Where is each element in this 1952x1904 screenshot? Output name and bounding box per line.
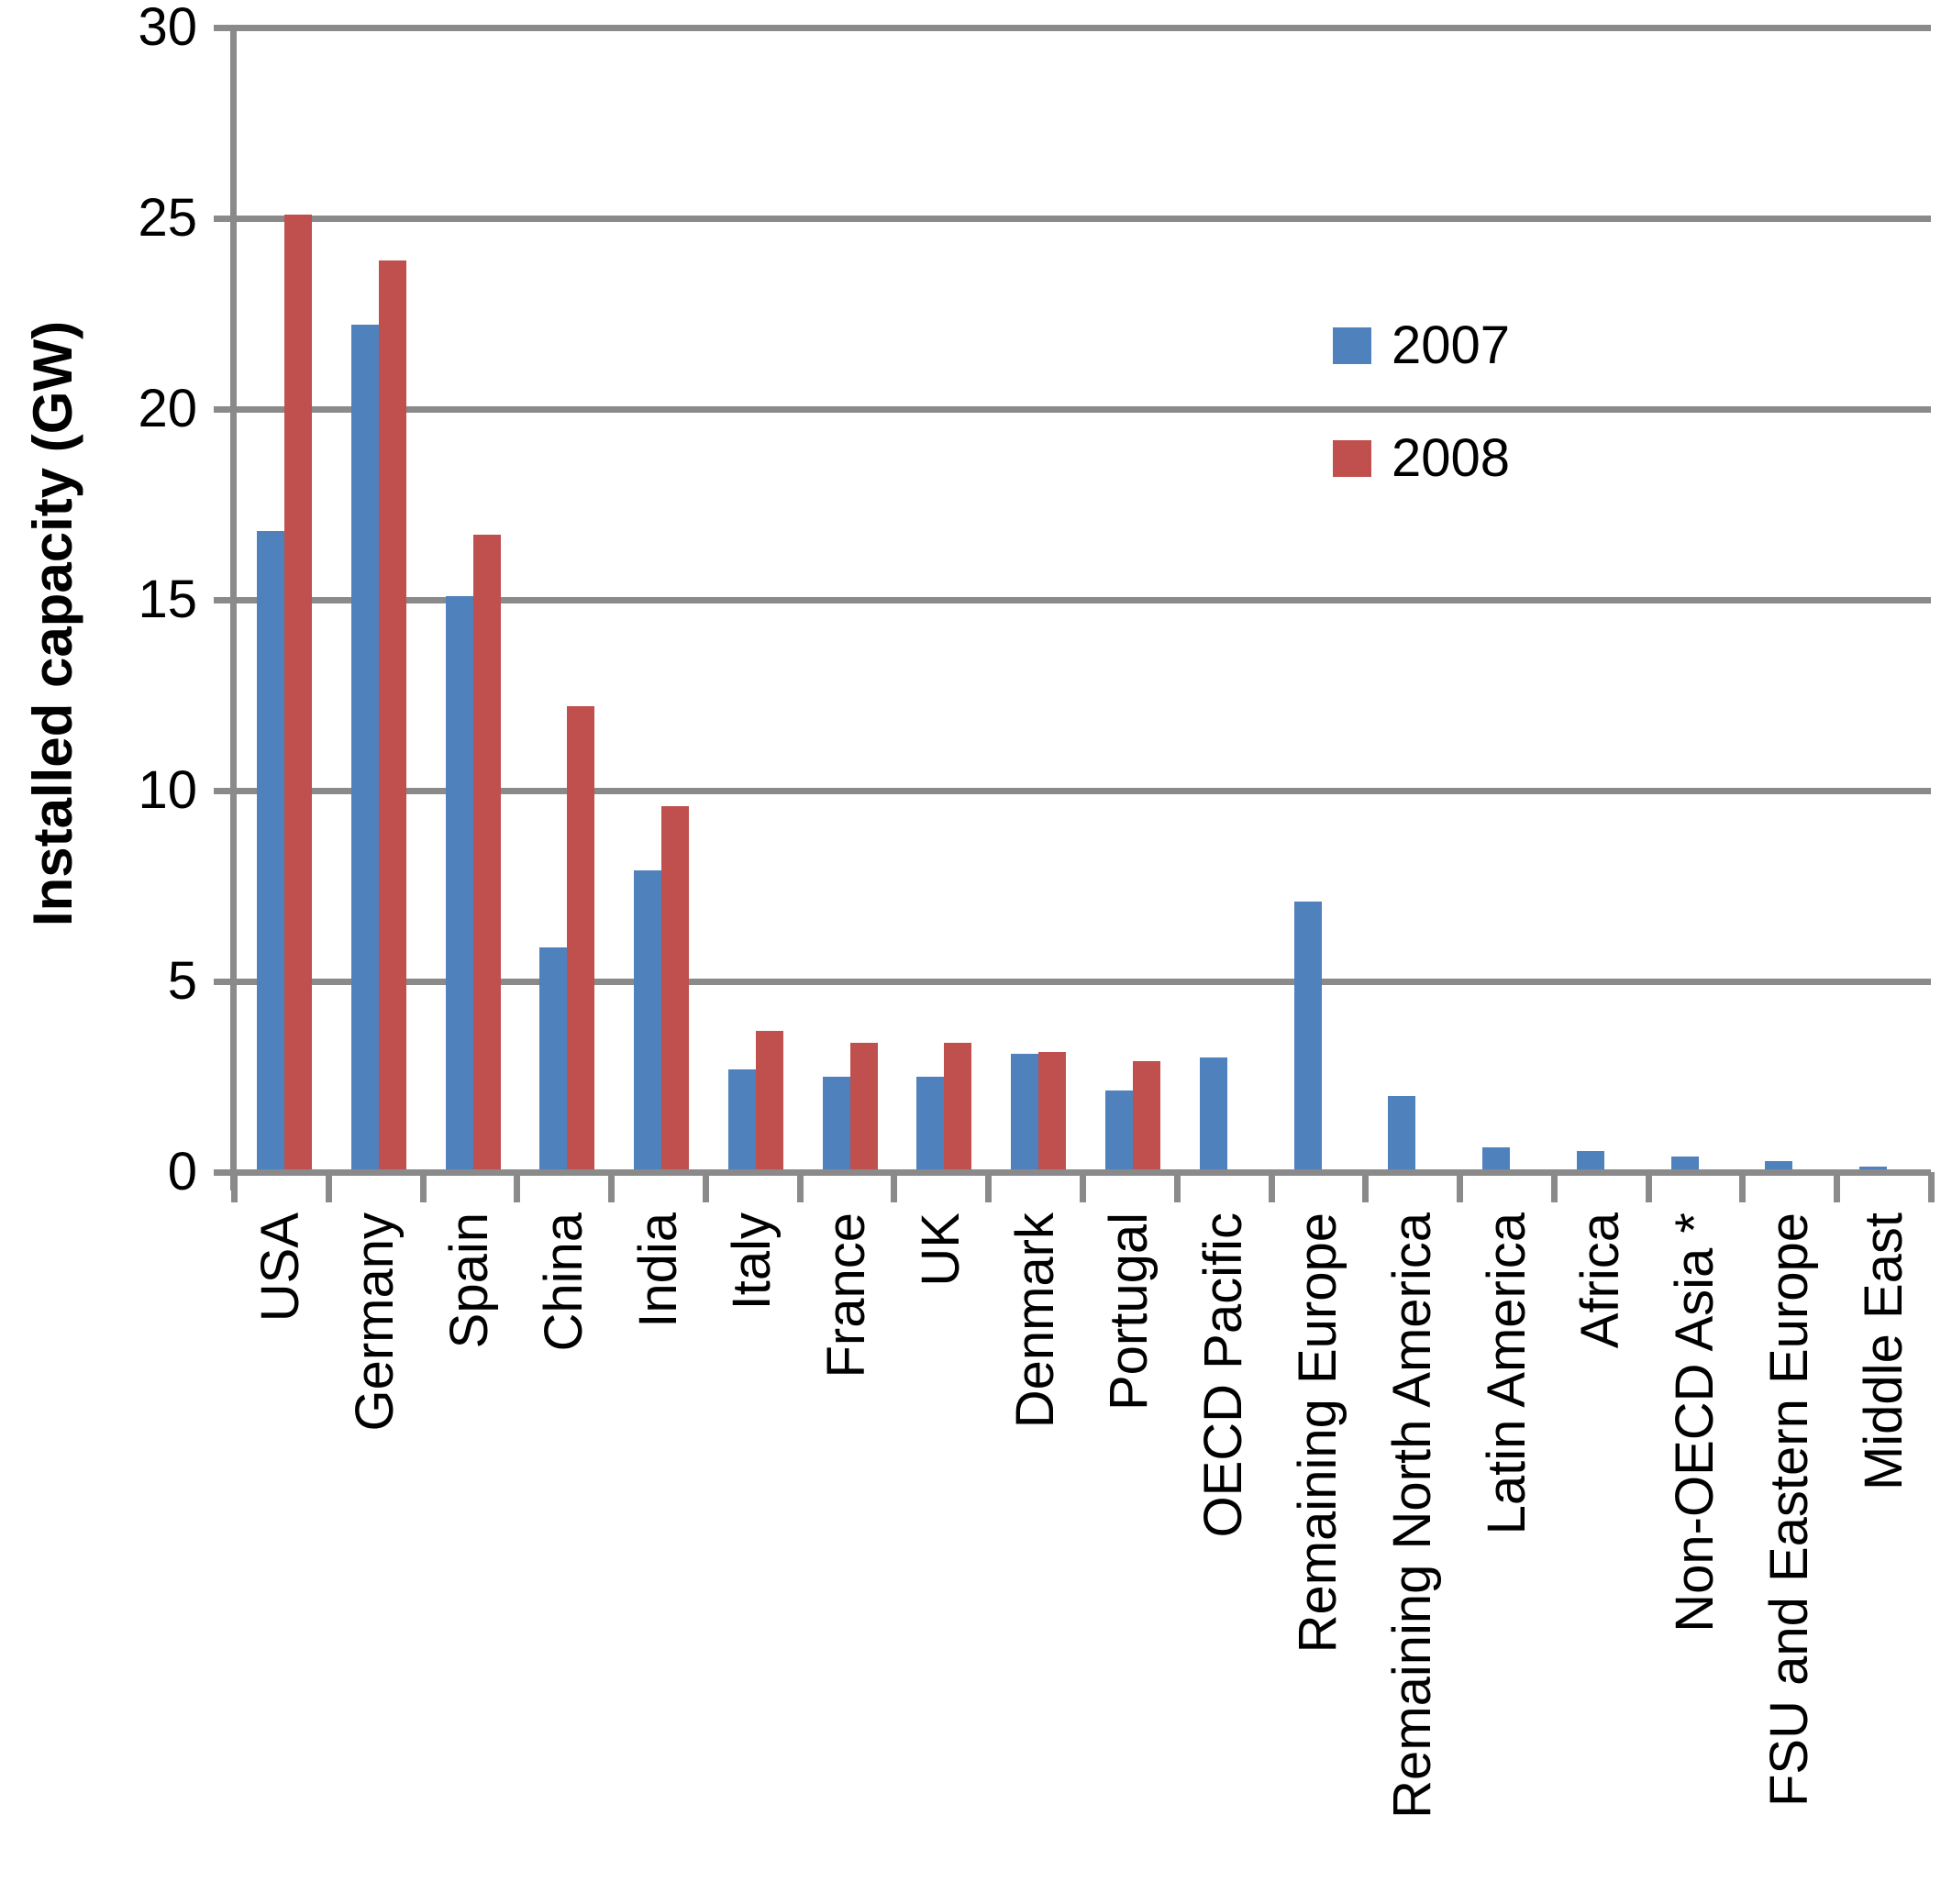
x-category-label-Africa: Africa — [1570, 1212, 1630, 1349]
legend-swatch-2008 — [1333, 440, 1371, 477]
legend-label-2008: 2008 — [1392, 428, 1511, 488]
bar-2008-Portugal — [1133, 1061, 1160, 1172]
bar-2007-Remaining Europe — [1294, 902, 1322, 1172]
bar-2007-Portugal — [1105, 1090, 1133, 1172]
bar-2007-Germany — [351, 325, 379, 1172]
x-category-label-Spain: Spain — [439, 1212, 499, 1349]
x-tick-2 — [420, 1172, 427, 1202]
x-category-label-Latin America: Latin America — [1477, 1212, 1536, 1535]
y-tick-0 — [214, 1169, 234, 1176]
legend-label-2007: 2007 — [1392, 315, 1511, 375]
y-tick-label-30: 30 — [138, 0, 197, 57]
x-category-label-FSU and Eastern Europe: FSU and Eastern Europe — [1759, 1212, 1819, 1808]
bar-2008-Spain — [473, 535, 501, 1172]
x-tick-17 — [1834, 1172, 1840, 1202]
bar-2008-Germany — [379, 260, 406, 1172]
bar-2007-USA — [257, 531, 284, 1172]
gridline-15 — [234, 597, 1931, 603]
y-tick-20 — [214, 406, 234, 413]
bar-2007-Italy — [728, 1069, 756, 1172]
bar-2007-Denmark — [1011, 1054, 1038, 1172]
x-tick-1 — [326, 1172, 332, 1202]
x-tick-10 — [1174, 1172, 1181, 1202]
bar-2008-China — [567, 706, 594, 1172]
gridline-5 — [234, 979, 1931, 985]
gridline-30 — [234, 25, 1931, 31]
y-tick-label-5: 5 — [167, 951, 197, 1011]
y-axis-line — [230, 25, 237, 1190]
x-category-label-China: China — [534, 1212, 593, 1352]
x-category-label-Remaining Europe: Remaining Europe — [1288, 1212, 1348, 1654]
gridline-25 — [234, 216, 1931, 222]
y-tick-10 — [214, 788, 234, 794]
x-tick-4 — [608, 1172, 615, 1202]
bar-2008-France — [850, 1043, 878, 1172]
x-category-label-India: India — [628, 1212, 688, 1328]
legend-item-2007: 2007 — [1333, 318, 1510, 373]
bar-2007-India — [634, 870, 661, 1172]
x-tick-13 — [1457, 1172, 1463, 1202]
y-tick-15 — [214, 597, 234, 603]
bar-2007-OECD Pacific — [1200, 1057, 1227, 1172]
x-tick-5 — [703, 1172, 709, 1202]
y-tick-label-0: 0 — [167, 1142, 197, 1201]
bar-2008-India — [661, 806, 689, 1172]
bar-2007-Latin America — [1482, 1147, 1510, 1172]
x-category-label-Italy: Italy — [722, 1212, 782, 1311]
x-category-label-Portugal: Portugal — [1099, 1212, 1159, 1411]
bar-2008-USA — [284, 215, 312, 1172]
y-tick-label-10: 10 — [138, 760, 197, 820]
x-tick-18 — [1928, 1172, 1935, 1202]
x-category-label-OECD Pacific: OECD Pacific — [1193, 1212, 1253, 1538]
x-category-label-Non-OECD Asia *: Non-OECD Asia * — [1665, 1212, 1725, 1633]
bar-2007-France — [823, 1077, 850, 1172]
x-tick-6 — [797, 1172, 804, 1202]
bar-2008-Denmark — [1038, 1052, 1066, 1172]
x-tick-15 — [1646, 1172, 1652, 1202]
x-tick-7 — [891, 1172, 897, 1202]
legend-swatch-2007 — [1333, 327, 1371, 364]
x-category-label-France: France — [816, 1212, 876, 1378]
y-tick-label-25: 25 — [138, 188, 197, 248]
gridline-20 — [234, 406, 1931, 413]
x-tick-16 — [1739, 1172, 1746, 1202]
x-category-label-Remaining North America: Remaining North America — [1382, 1212, 1442, 1819]
y-tick-30 — [214, 25, 234, 31]
legend-item-2008: 2008 — [1333, 431, 1510, 486]
x-tick-8 — [985, 1172, 992, 1202]
x-category-label-Germany: Germany — [345, 1212, 405, 1432]
y-tick-label-20: 20 — [138, 379, 197, 438]
x-category-label-Denmark: Denmark — [1005, 1212, 1065, 1429]
x-category-label-USA: USA — [250, 1212, 310, 1323]
x-tick-0 — [231, 1172, 238, 1202]
x-category-label-UK: UK — [911, 1212, 970, 1287]
bar-2007-Africa — [1577, 1151, 1604, 1172]
bar-2008-UK — [944, 1043, 971, 1172]
bar-2007-Non-OECD Asia * — [1671, 1157, 1699, 1172]
bar-2007-China — [539, 947, 567, 1172]
bar-2007-UK — [916, 1077, 944, 1172]
x-tick-9 — [1080, 1172, 1086, 1202]
x-tick-14 — [1551, 1172, 1558, 1202]
y-axis-title: Installed capacity (GW) — [22, 320, 83, 927]
x-tick-11 — [1269, 1172, 1275, 1202]
x-tick-12 — [1362, 1172, 1369, 1202]
bar-2008-Italy — [756, 1031, 783, 1172]
x-category-label-Middle East: Middle East — [1854, 1212, 1913, 1491]
bar-2007-Remaining North America — [1388, 1096, 1415, 1172]
x-tick-3 — [514, 1172, 520, 1202]
y-tick-label-15: 15 — [138, 570, 197, 629]
y-tick-25 — [214, 216, 234, 222]
y-tick-5 — [214, 979, 234, 985]
gridline-10 — [234, 788, 1931, 794]
bar-2007-Spain — [446, 596, 473, 1172]
